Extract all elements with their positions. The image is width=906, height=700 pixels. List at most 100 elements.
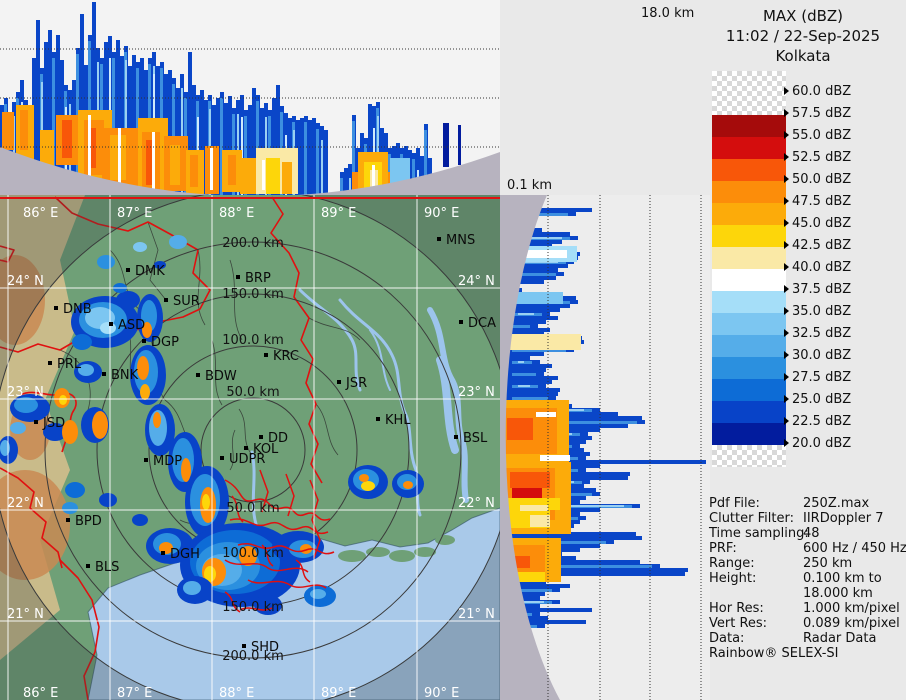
city-marker bbox=[34, 420, 38, 424]
grid-label-bottom: 86° E bbox=[23, 686, 58, 700]
dbz-band bbox=[712, 445, 786, 467]
city-marker bbox=[242, 644, 246, 648]
city-label: UDPR bbox=[229, 452, 265, 467]
city-label: BSL bbox=[463, 431, 488, 446]
city-label: BDW bbox=[205, 369, 237, 384]
scale-tick-icon bbox=[784, 439, 789, 447]
metadata-row: Height: 0.100 km to bbox=[709, 571, 882, 586]
dbz-scale-label: 60.0 dBZ bbox=[784, 84, 851, 99]
city-label: KOL bbox=[253, 442, 279, 457]
range-ring-label: 150.0 km bbox=[222, 287, 284, 302]
city-marker bbox=[264, 353, 268, 357]
range-ring-label: 50.0 km bbox=[226, 385, 279, 400]
product-title: MAX (dBZ) bbox=[762, 7, 844, 25]
scale-tick-icon bbox=[784, 373, 789, 381]
dbz-band bbox=[712, 291, 786, 313]
city-marker bbox=[48, 361, 52, 365]
city-marker bbox=[54, 306, 58, 310]
dbz-scale-label: 47.5 dBZ bbox=[784, 194, 851, 209]
city-label: DMK bbox=[135, 264, 165, 279]
scale-tick-icon bbox=[784, 307, 789, 315]
dbz-scale-label: 25.0 dBZ bbox=[784, 392, 851, 407]
scale-tick-icon bbox=[784, 87, 789, 95]
min-height-label: 0.1 km bbox=[507, 178, 552, 193]
city-marker bbox=[459, 320, 463, 324]
dbz-scale-label: 55.0 dBZ bbox=[784, 128, 851, 143]
scale-tick-icon bbox=[784, 109, 789, 117]
grid-label-right: 23° N bbox=[458, 385, 495, 400]
dbz-scale-label: 22.5 dBZ bbox=[784, 414, 851, 429]
city-label: KHL bbox=[385, 413, 411, 428]
grid-label-bottom: 90° E bbox=[424, 686, 459, 700]
grid-label-top: 90° E bbox=[424, 206, 459, 221]
scale-tick-icon bbox=[784, 417, 789, 425]
scale-tick-icon bbox=[784, 285, 789, 293]
metadata-row: Pdf File: 250Z.max bbox=[709, 496, 870, 511]
range-ring-label: 200.0 km bbox=[222, 649, 284, 664]
city-marker bbox=[437, 237, 441, 241]
station-name: Kolkata bbox=[775, 47, 831, 65]
city-marker bbox=[126, 268, 130, 272]
city-marker bbox=[196, 373, 200, 377]
dbz-band bbox=[712, 181, 786, 203]
dbz-scale-label: 30.0 dBZ bbox=[784, 348, 851, 363]
grid-label-top: 87° E bbox=[117, 206, 152, 221]
scale-tick-icon bbox=[784, 329, 789, 337]
dbz-band bbox=[712, 159, 786, 181]
scale-tick-icon bbox=[784, 351, 789, 359]
grid-label-left: 24° N bbox=[7, 274, 44, 289]
city-label: BRP bbox=[245, 271, 271, 286]
city-label: PRL bbox=[57, 357, 82, 372]
city-label: BPD bbox=[75, 514, 102, 529]
city-label: DGH bbox=[170, 547, 200, 562]
grid-label-right: 24° N bbox=[458, 274, 495, 289]
grid-label-bottom: 87° E bbox=[117, 686, 152, 700]
scale-tick-icon bbox=[784, 395, 789, 403]
scale-tick-icon bbox=[784, 263, 789, 271]
city-marker bbox=[164, 298, 168, 302]
metadata-row: Time sampling: 48 bbox=[709, 526, 820, 541]
range-ring-label: 150.0 km bbox=[222, 600, 284, 615]
dbz-band bbox=[712, 71, 786, 115]
metadata-row: Vert Res: 0.089 km/pixel bbox=[709, 616, 900, 631]
dbz-band bbox=[712, 137, 786, 159]
city-label: MDP bbox=[153, 454, 182, 469]
range-ring-label: 100.0 km bbox=[222, 333, 284, 348]
dbz-band bbox=[712, 335, 786, 357]
city-label: SUR bbox=[173, 294, 200, 309]
range-ring-label: 100.0 km bbox=[222, 546, 284, 561]
dbz-scale-label: 35.0 dBZ bbox=[784, 304, 851, 319]
dbz-band bbox=[712, 115, 786, 137]
radar-map-panel: 86° E 86° E 87° E 87° E 88° E 88° E 89° E 89° E… bbox=[0, 195, 500, 700]
grid-label-top: 88° E bbox=[219, 206, 254, 221]
metadata-row: Hor Res: 1.000 km/pixel bbox=[709, 601, 900, 616]
city-label: DNB bbox=[63, 302, 92, 317]
city-marker bbox=[142, 339, 146, 343]
city-marker bbox=[259, 435, 263, 439]
grid-label-top: 86° E bbox=[23, 206, 58, 221]
scale-tick-icon bbox=[784, 131, 789, 139]
right-cross-section-panel bbox=[500, 195, 710, 700]
scale-tick-icon bbox=[784, 219, 789, 227]
max-height-label: 18.0 km bbox=[641, 6, 695, 21]
city-label: BNK bbox=[111, 368, 139, 383]
city-label: MNS bbox=[446, 233, 475, 248]
grid-label-left: 23° N bbox=[7, 385, 44, 400]
grid-label-bottom: 88° E bbox=[219, 686, 254, 700]
dbz-band bbox=[712, 203, 786, 225]
scale-tick-icon bbox=[784, 153, 789, 161]
city-marker bbox=[236, 275, 240, 279]
city-marker bbox=[376, 417, 380, 421]
scale-tick-icon bbox=[784, 241, 789, 249]
city-label: JSD bbox=[42, 416, 65, 431]
dbz-scale-label: 37.5 dBZ bbox=[784, 282, 851, 297]
legend-panel: MAX (dBZ) 11:02 / 22-Sep-2025 Kolkata 60… bbox=[700, 0, 906, 700]
dbz-band bbox=[712, 357, 786, 379]
city-marker bbox=[161, 551, 165, 555]
metadata-row: Range: 250 km bbox=[709, 556, 853, 571]
city-label: JSR bbox=[345, 376, 367, 391]
top-cross-section-panel bbox=[0, 0, 500, 196]
dbz-band bbox=[712, 225, 786, 247]
grid-label-left: 21° N bbox=[7, 607, 44, 622]
city-label: DGP bbox=[151, 335, 179, 350]
